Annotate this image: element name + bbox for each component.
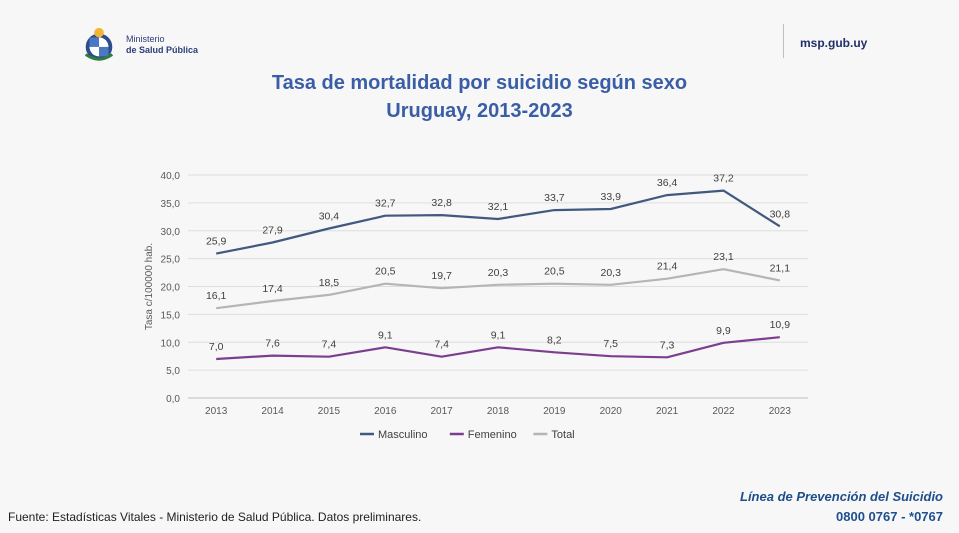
chart-title: Tasa de mortalidad por suicidio según se… [271, 72, 688, 94]
site-url: msp.gub.uy [800, 36, 868, 50]
y-tick-label: 40,0 [161, 171, 181, 182]
x-tick-label: 2021 [656, 406, 679, 417]
x-tick-label: 2019 [543, 406, 566, 417]
legend-entry: Masculino [378, 429, 428, 441]
data-label: 21,1 [770, 262, 791, 274]
series-line-masculino [215, 189, 781, 255]
data-label: 7,4 [434, 339, 449, 351]
data-label: 20,3 [601, 267, 622, 279]
data-label: 10,9 [770, 319, 791, 331]
data-label: 19,7 [431, 270, 452, 282]
data-label: 7,6 [265, 338, 280, 350]
data-label: 18,5 [319, 277, 340, 289]
data-label: 8,2 [547, 334, 562, 346]
helpline-block: Línea de Prevención del Suicidio 0800 07… [740, 489, 943, 524]
x-tick-label: 2020 [600, 406, 623, 417]
data-label: 20,5 [544, 266, 565, 278]
data-label: 7,0 [209, 341, 224, 353]
x-tick-label: 2018 [487, 406, 510, 417]
logo-line1: Ministerio [126, 34, 165, 44]
data-label: 20,5 [375, 266, 396, 278]
data-label: 23,1 [713, 251, 734, 263]
header-divider [783, 24, 784, 58]
series-line-total [216, 268, 781, 310]
x-tick-label: 2016 [374, 406, 397, 417]
y-tick-label: 30,0 [161, 227, 181, 238]
series-line-femenino [216, 336, 780, 361]
data-label: 7,3 [660, 339, 675, 351]
y-axis-label: Tasa c/100000 hab. [144, 243, 155, 330]
x-tick-label: 2014 [261, 406, 284, 417]
x-tick-label: 2017 [431, 406, 454, 417]
data-label: 9,1 [491, 329, 506, 341]
data-label: 9,1 [378, 329, 393, 341]
source-note: Fuente: Estadísticas Vitales - Ministeri… [8, 510, 422, 524]
data-label: 32,8 [431, 197, 452, 209]
legend-entry: Total [551, 429, 574, 441]
x-tick-label: 2013 [205, 406, 228, 417]
logo-line2: de Salud Pública [126, 45, 199, 55]
data-label: 36,4 [657, 177, 678, 189]
data-label: 27,9 [262, 224, 283, 236]
y-tick-label: 5,0 [166, 366, 180, 377]
data-label: 32,1 [488, 201, 509, 213]
data-label: 17,4 [262, 283, 283, 295]
uruguay-seal-icon [84, 27, 114, 61]
data-label: 30,4 [319, 211, 340, 223]
y-tick-label: 15,0 [161, 310, 181, 321]
data-label: 7,4 [322, 339, 337, 351]
data-label: 16,1 [206, 290, 227, 302]
data-label: 33,7 [544, 192, 565, 204]
data-label: 32,7 [375, 198, 396, 210]
data-label: 9,9 [716, 325, 731, 337]
y-tick-label: 10,0 [161, 338, 181, 349]
helpline-title: Línea de Prevención del Suicidio [740, 489, 943, 504]
legend-entry: Femenino [468, 429, 517, 441]
data-label: 30,8 [770, 208, 791, 220]
data-label: 37,2 [713, 173, 734, 185]
y-tick-label: 35,0 [161, 199, 181, 210]
y-tick-label: 0,0 [166, 394, 180, 405]
y-tick-label: 25,0 [161, 255, 181, 266]
chart-subtitle: Uruguay, 2013-2023 [386, 100, 573, 122]
x-tick-label: 2022 [712, 406, 735, 417]
x-tick-label: 2015 [318, 406, 341, 417]
data-label: 7,5 [603, 338, 618, 350]
ministry-logo: Ministerio de Salud Pública [80, 26, 198, 64]
data-label: 20,3 [488, 267, 509, 279]
helpline-phone: 0800 0767 - *0767 [836, 509, 943, 524]
x-tick-label: 2023 [769, 406, 792, 417]
y-tick-label: 20,0 [161, 283, 181, 294]
data-label: 33,9 [601, 191, 622, 203]
data-label: 25,9 [206, 236, 227, 248]
data-label: 21,4 [657, 261, 678, 273]
